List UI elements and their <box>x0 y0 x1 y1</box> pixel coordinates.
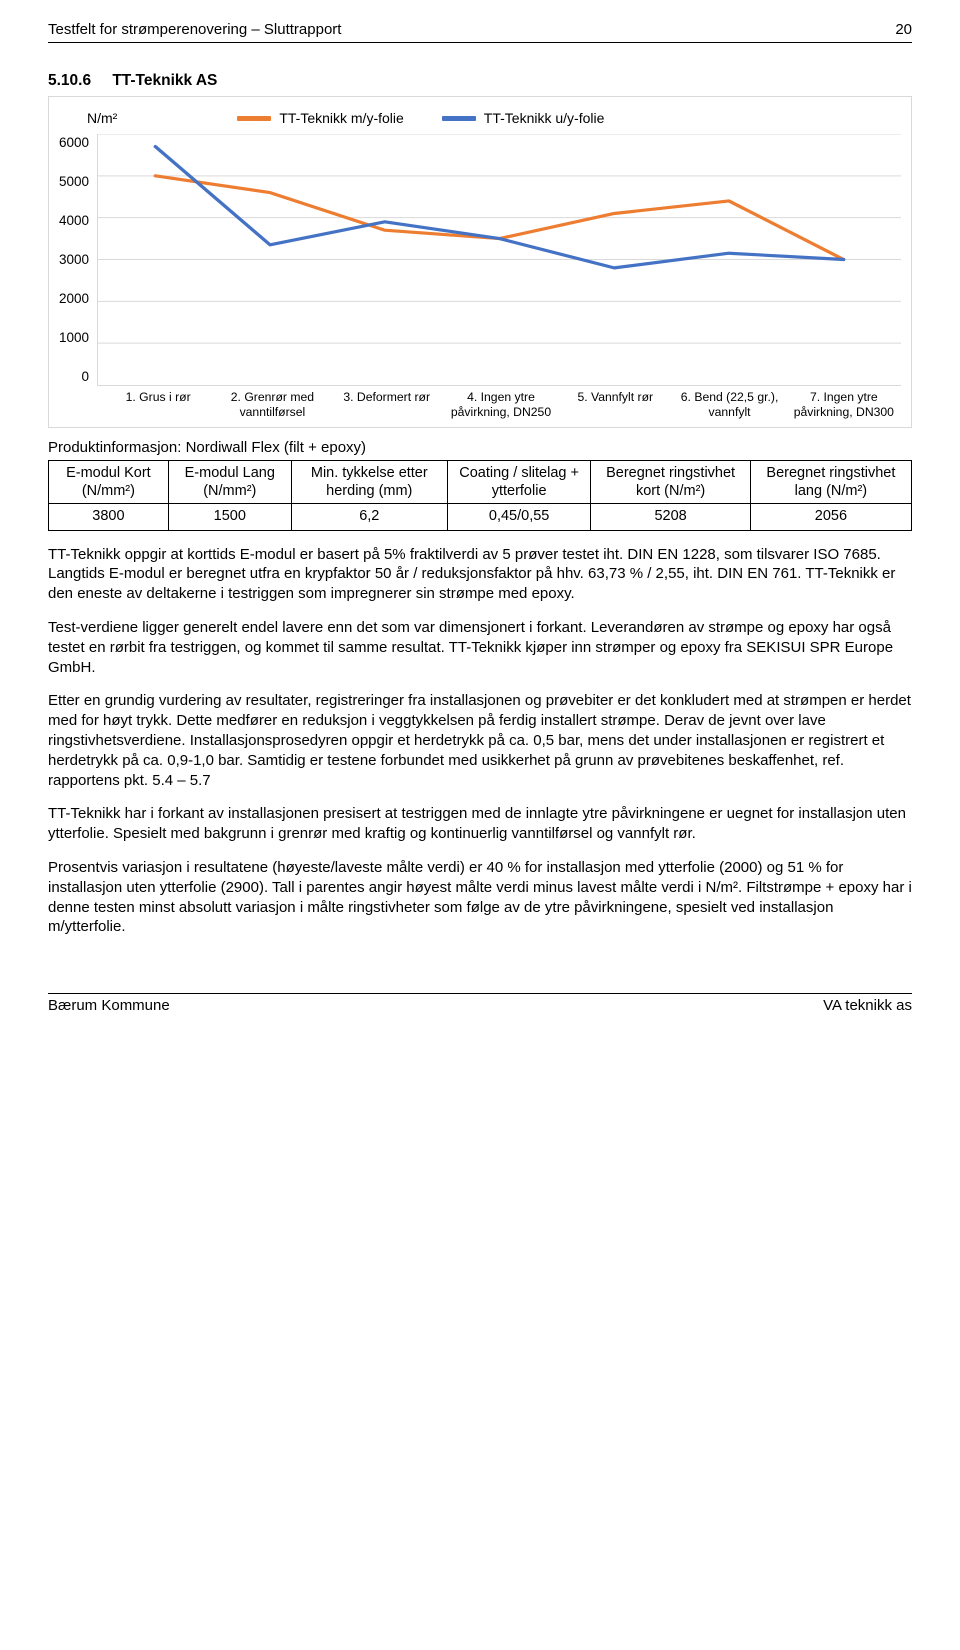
y-axis: 6000 5000 4000 3000 2000 1000 0 <box>59 134 97 386</box>
plot-area: 6000 5000 4000 3000 2000 1000 0 <box>59 134 901 386</box>
chart-svg <box>98 134 901 385</box>
product-table: E-modul Kort (N/mm²)E-modul Lang (N/mm²)… <box>48 460 912 531</box>
y-tick-label: 3000 <box>59 251 89 269</box>
y-tick-label: 5000 <box>59 173 89 191</box>
header-page-number: 20 <box>895 20 912 40</box>
chart-plot <box>97 134 901 386</box>
paragraph: TT-Teknikk oppgir at korttids E-modul er… <box>48 545 912 604</box>
legend-swatch <box>442 116 476 121</box>
x-tick-label: 2. Grenrør med vanntilførsel <box>215 390 329 421</box>
table-header-cell: E-modul Kort (N/mm²) <box>49 460 169 503</box>
table-header-cell: Beregnet ringstivhet lang (N/m²) <box>750 460 911 503</box>
x-tick-label: 7. Ingen ytre påvirkning, DN300 <box>787 390 901 421</box>
table-header-cell: Coating / slitelag + ytterfolie <box>447 460 591 503</box>
legend-label: TT-Teknikk u/y-folie <box>484 109 605 128</box>
legend-swatch <box>237 116 271 121</box>
chart-container: N/m² TT-Teknikk m/y-folie TT-Teknikk u/y… <box>48 96 912 427</box>
x-tick-label: 5. Vannfylt rør <box>558 390 672 421</box>
x-tick-label: 1. Grus i rør <box>101 390 215 421</box>
y-tick-label: 6000 <box>59 134 89 152</box>
section-title: TT-Teknikk AS <box>112 72 217 89</box>
header-title: Testfelt for strømperenovering – Sluttra… <box>48 20 341 40</box>
y-tick-label: 0 <box>82 368 90 386</box>
page-header: Testfelt for strømperenovering – Sluttra… <box>48 20 912 43</box>
table-header-cell: E-modul Lang (N/mm²) <box>168 460 291 503</box>
y-axis-label: N/m² <box>87 109 117 128</box>
paragraph: Test-verdiene ligger generelt endel lave… <box>48 618 912 677</box>
table-cell: 6,2 <box>291 504 447 531</box>
legend-item: TT-Teknikk u/y-folie <box>442 109 605 128</box>
x-tick-label: 4. Ingen ytre påvirkning, DN250 <box>444 390 558 421</box>
paragraph: TT-Teknikk har i forkant av installasjon… <box>48 804 912 844</box>
table-cell: 5208 <box>591 504 750 531</box>
table-header-cell: Min. tykkelse etter herding (mm) <box>291 460 447 503</box>
section-number: 5.10.6 <box>48 71 108 92</box>
y-tick-label: 1000 <box>59 329 89 347</box>
y-tick-label: 4000 <box>59 212 89 230</box>
table-cell: 1500 <box>168 504 291 531</box>
table-cell: 3800 <box>49 504 169 531</box>
table-header-row: E-modul Kort (N/mm²)E-modul Lang (N/mm²)… <box>49 460 912 503</box>
x-axis: 1. Grus i rør2. Grenrør med vanntilførse… <box>101 390 901 421</box>
y-tick-label: 2000 <box>59 290 89 308</box>
legend-label: TT-Teknikk m/y-folie <box>279 109 403 128</box>
x-tick-label: 3. Deformert rør <box>330 390 444 421</box>
table-header-cell: Beregnet ringstivhet kort (N/m²) <box>591 460 750 503</box>
footer-right: VA teknikk as <box>823 996 912 1016</box>
table-cell: 2056 <box>750 504 911 531</box>
paragraph: Etter en grundig vurdering av resultater… <box>48 691 912 790</box>
table-cell: 0,45/0,55 <box>447 504 591 531</box>
legend-item: TT-Teknikk m/y-folie <box>237 109 403 128</box>
paragraph: Prosentvis variasjon i resultatene (høye… <box>48 858 912 937</box>
table-body: 380015006,20,45/0,5552082056 <box>49 504 912 531</box>
footer-left: Bærum Kommune <box>48 996 170 1016</box>
product-info-title: Produktinformasjon: Nordiwall Flex (filt… <box>48 438 912 458</box>
table-row: 380015006,20,45/0,5552082056 <box>49 504 912 531</box>
page-footer: Bærum Kommune VA teknikk as <box>48 993 912 1016</box>
chart-header: N/m² TT-Teknikk m/y-folie TT-Teknikk u/y… <box>87 109 901 128</box>
x-tick-label: 6. Bend (22,5 gr.), vannfylt <box>672 390 786 421</box>
chart-legend: TT-Teknikk m/y-folie TT-Teknikk u/y-foli… <box>237 109 604 128</box>
section-heading: 5.10.6 TT-Teknikk AS <box>48 71 912 92</box>
